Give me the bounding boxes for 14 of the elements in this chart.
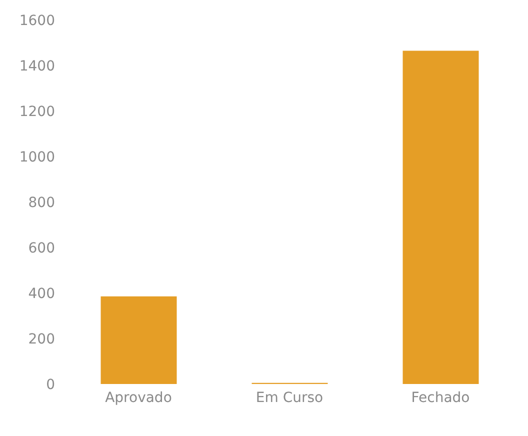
y-tick-label: 0 bbox=[46, 376, 55, 393]
y-tick-label: 600 bbox=[28, 240, 55, 256]
y-tick-label: 1600 bbox=[19, 12, 55, 29]
y-tick-label: 1000 bbox=[19, 149, 55, 166]
bar bbox=[402, 50, 479, 384]
y-tick-label: 400 bbox=[28, 286, 55, 302]
x-tick-label: Aprovado bbox=[105, 390, 172, 406]
x-tick-label: Em Curso bbox=[256, 390, 324, 406]
y-tick-label: 1400 bbox=[19, 58, 55, 74]
y-tick-label: 1200 bbox=[19, 104, 55, 120]
y-tick-label: 200 bbox=[28, 331, 55, 348]
x-tick-label: Fechado bbox=[411, 390, 470, 406]
bar bbox=[100, 296, 177, 384]
y-tick-label: 800 bbox=[28, 194, 55, 211]
